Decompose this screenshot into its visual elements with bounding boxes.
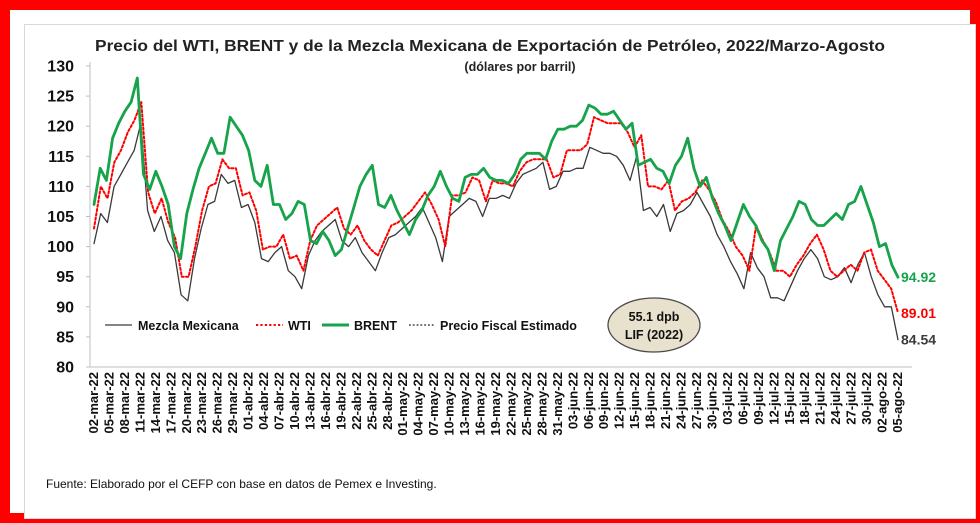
x-tick-label: 10-may-22 (442, 372, 457, 436)
x-tick-label: 03-jul-22 (720, 372, 735, 425)
legend-item-brent: BRENT (322, 319, 397, 333)
y-tick-label: 110 (48, 179, 74, 196)
chart-title: Precio del WTI, BRENT y de la Mezcla Mex… (95, 38, 885, 55)
x-tick-label: 28-may-22 (534, 372, 549, 436)
x-tick-label: 01-abr-22 (241, 372, 256, 430)
x-tick-label: 03-jun-22 (565, 372, 580, 429)
x-tick-label: 16-abr-22 (318, 372, 333, 430)
y-axis: 80 85 90 95 100 105 110 115 120 125 130 (47, 59, 90, 377)
x-tick-label: 09-jun-22 (596, 372, 611, 429)
x-tick-label: 02-mar-22 (86, 372, 101, 433)
y-tick-label: 95 (56, 269, 74, 286)
y-tick-label: 80 (56, 360, 74, 377)
x-tick-label: 12-jun-22 (612, 372, 627, 429)
legend-item-precio-fiscal: Precio Fiscal Estimado (409, 319, 577, 333)
legend-label-brent: BRENT (354, 319, 397, 333)
x-tick-label: 29-mar-22 (225, 372, 240, 433)
x-tick-label: 07-abr-22 (272, 372, 287, 430)
y-tick-label: 85 (56, 329, 74, 346)
x-tick-label: 09-jul-22 (751, 372, 766, 425)
x-tick-label: 02-ago-22 (875, 372, 890, 433)
series-line-brent (92, 76, 900, 279)
series-line-wti (93, 101, 899, 314)
y-tick-label: 105 (47, 209, 74, 226)
x-tick-label: 04-may-22 (411, 372, 426, 436)
x-tick-label: 10-abr-22 (287, 372, 302, 430)
legend-label-mezcla: Mezcla Mexicana (138, 319, 240, 333)
x-tick-label: 15-jul-22 (782, 372, 797, 425)
x-tick-label: 31-may-22 (550, 372, 565, 436)
x-tick-label: 16-may-22 (473, 372, 488, 436)
end-value-label-mezcla-mexicana: 84.54 (901, 332, 936, 348)
x-tick-label: 01-may-22 (395, 372, 410, 436)
y-tick-label: 130 (47, 59, 74, 76)
x-tick-label: 30-jul-22 (859, 372, 874, 425)
end-labels: 84.54 89.01 94.92 (901, 269, 936, 347)
x-tick-label: 08-mar-22 (117, 372, 132, 433)
chart-subtitle: (dólares por barril) (464, 60, 575, 74)
x-tick-label: 22-abr-22 (349, 372, 364, 430)
lif-annotation-line1: 55.1 dpb (629, 310, 680, 324)
chart-panel (24, 24, 976, 519)
legend: Mezcla Mexicana WTI BRENT Precio Fiscal … (105, 319, 577, 333)
x-tick-label: 23-mar-22 (194, 372, 209, 433)
x-tick-label: 20-mar-22 (179, 372, 194, 433)
legend-item-wti: WTI (256, 319, 311, 333)
x-tick-label: 19-abr-22 (333, 372, 348, 430)
x-tick-label: 14-mar-22 (148, 372, 163, 433)
x-tick-label: 21-jul-22 (813, 372, 828, 425)
x-tick-label: 15-jun-22 (627, 372, 642, 429)
x-tick-label: 25-abr-22 (364, 372, 379, 430)
x-tick-label: 21-jun-22 (658, 372, 673, 429)
lif-annotation-line2: LIF (2022) (625, 328, 683, 342)
x-tick-label: 07-may-22 (426, 372, 441, 436)
x-tick-label: 05-mar-22 (101, 372, 116, 433)
end-value-label-wti: 89.01 (901, 305, 936, 321)
x-tick-label: 26-mar-22 (210, 372, 225, 433)
x-tick-label: 06-jul-22 (735, 372, 750, 425)
x-tick-label: 27-jul-22 (844, 372, 859, 425)
y-tick-label: 100 (47, 239, 74, 256)
x-tick-label: 19-may-22 (488, 372, 503, 436)
x-tick-label: 17-mar-22 (163, 372, 178, 433)
x-tick-label: 28-abr-22 (380, 372, 395, 430)
x-tick-label: 24-jun-22 (674, 372, 689, 429)
y-tick-label: 120 (47, 119, 74, 136)
x-tick-label: 13-may-22 (457, 372, 472, 436)
lif-annotation-bubble (607, 297, 701, 353)
series-layer (92, 76, 900, 341)
x-axis: 02-mar-22 05-mar-22 08-mar-22 11-mar-22 14-m… (86, 372, 905, 436)
source-note: Fuente: Elaborado por el CEFP con base e… (46, 477, 437, 491)
y-tick-label: 125 (47, 89, 74, 106)
x-tick-label: 12-jul-22 (766, 372, 781, 425)
x-tick-label: 11-mar-22 (132, 372, 147, 433)
legend-label-precio-fiscal: Precio Fiscal Estimado (440, 319, 577, 333)
end-value-label-brent: 94.92 (901, 269, 936, 285)
x-tick-label: 30-jun-22 (704, 372, 719, 429)
x-tick-label: 18-jun-22 (643, 372, 658, 429)
legend-item-mezcla: Mezcla Mexicana (105, 319, 240, 333)
x-tick-label: 04-abr-22 (256, 372, 271, 430)
x-tick-label: 05-ago-22 (890, 372, 905, 433)
x-tick-label: 06-jun-22 (581, 372, 596, 429)
x-tick-label: 13-abr-22 (302, 372, 317, 430)
y-tick-label: 115 (48, 149, 74, 166)
x-tick-label: 24-jul-22 (828, 372, 843, 425)
x-tick-label: 27-jun-22 (689, 372, 704, 429)
y-tick-label: 90 (56, 299, 74, 316)
series-line-mezcla-mexicana (93, 122, 899, 341)
legend-label-wti: WTI (288, 319, 311, 333)
x-tick-label: 18-jul-22 (797, 372, 812, 425)
x-tick-label: 25-may-22 (519, 372, 534, 436)
lif-annotation: 55.1 dpb LIF (2022) (607, 297, 701, 353)
x-tick-label: 22-may-22 (503, 372, 518, 436)
